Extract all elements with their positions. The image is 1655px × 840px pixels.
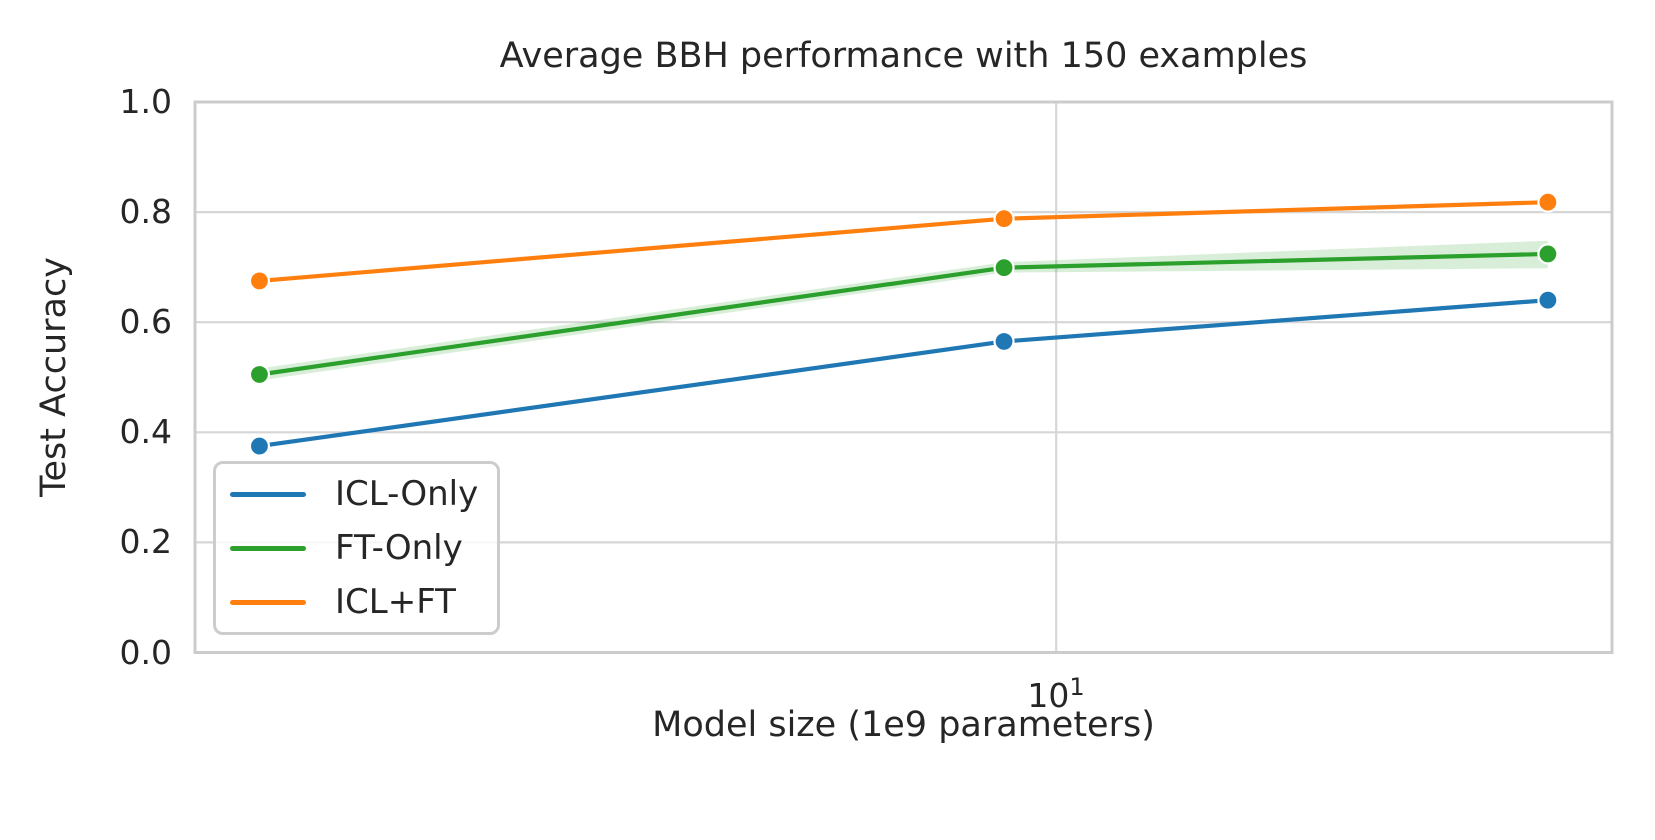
- legend-item-ft-only: FT-Only: [216, 522, 497, 574]
- y-tick-label: 0.0: [119, 632, 172, 672]
- data-point-ft-only: [1537, 243, 1559, 265]
- data-point-icl-only: [248, 435, 271, 457]
- legend-label: ICL-Only: [335, 474, 479, 514]
- y-tick-label: 1.0: [119, 82, 172, 121]
- chart-title: Average BBH performance with 150 example…: [499, 36, 1308, 76]
- data-point-icl-ft: [993, 208, 1015, 230]
- data-point-icl-ft: [248, 270, 271, 292]
- data-point-icl-ft: [1537, 191, 1559, 213]
- legend-swatch-icl-only: [230, 491, 306, 497]
- data-point-icl-only: [1537, 289, 1559, 311]
- y-tick-label: 0.2: [119, 522, 172, 562]
- legend-swatch-icl-ft: [230, 599, 306, 605]
- legend-label: FT-Only: [335, 528, 463, 568]
- legend: ICL-Only FT-Only ICL+FT: [213, 461, 500, 635]
- data-point-ft-only: [248, 363, 271, 386]
- confidence-band-ft-only: [259, 240, 1548, 381]
- legend-label: ICL+FT: [335, 582, 456, 622]
- data-point-icl-only: [993, 330, 1015, 353]
- x-tick-exponent: 1: [1069, 673, 1085, 701]
- y-tick-label: 0.6: [119, 302, 172, 342]
- x-tick-base: 10: [1027, 676, 1070, 715]
- y-axis-label: Test Accuracy: [34, 257, 74, 497]
- legend-item-icl-ft: ICL+FT: [216, 576, 497, 628]
- x-axis-label: Model size (1e9 parameters): [652, 705, 1155, 745]
- y-tick-label: 0.4: [119, 412, 172, 452]
- y-tick-label: 0.8: [119, 192, 172, 232]
- axes-spines: [193, 100, 1614, 654]
- legend-item-icl-only: ICL-Only: [216, 468, 497, 520]
- legend-swatch-ft-only: [230, 545, 306, 551]
- data-point-ft-only: [993, 257, 1015, 279]
- x-tick-label: 101: [996, 674, 1116, 718]
